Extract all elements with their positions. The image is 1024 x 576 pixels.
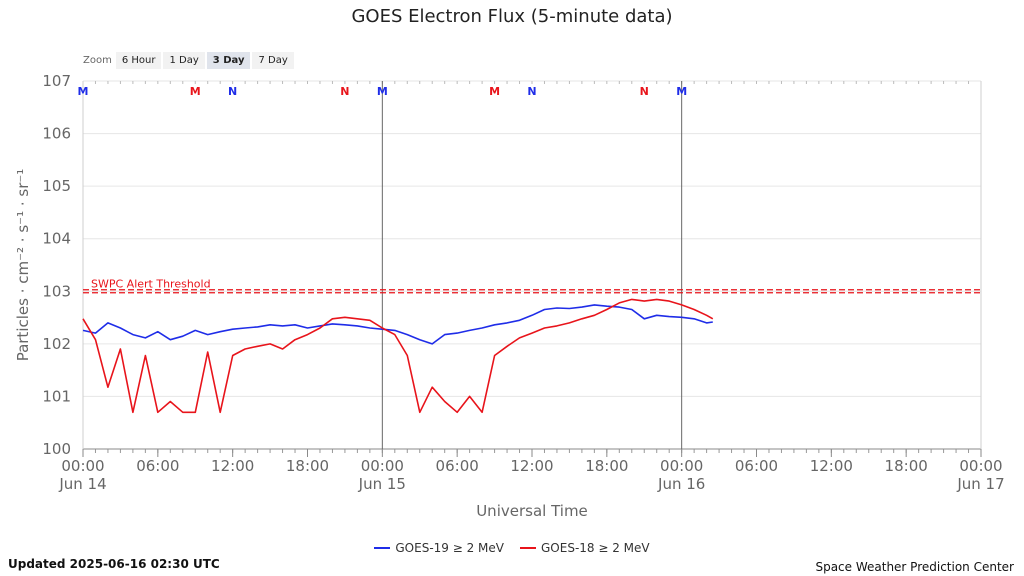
series-line-goes18 xyxy=(82,298,714,414)
x-tick-label: 18:00 xyxy=(286,457,329,475)
credit-text: Space Weather Prediction Center xyxy=(815,560,1014,574)
marker-label: N xyxy=(340,85,349,98)
y-tick-exponent: 6 xyxy=(61,125,71,143)
x-tick-label: 12:00 xyxy=(510,457,553,475)
marker-label: N xyxy=(228,85,237,98)
y-axis-title: Particles · cm⁻² · s⁻¹ · sr⁻¹ xyxy=(14,169,32,362)
y-tick-base: 10 xyxy=(42,387,61,405)
zoom-1-day-button[interactable]: 1 Day xyxy=(163,51,205,69)
y-tick-label: 100 xyxy=(42,440,71,458)
x-tick-date-label: Jun 15 xyxy=(358,475,406,493)
marker-label: M xyxy=(78,85,89,98)
legend-item-goes19[interactable]: GOES-19 ≥ 2 MeV xyxy=(374,541,504,555)
y-tick-base: 10 xyxy=(42,177,61,195)
marker-label: M xyxy=(489,85,500,98)
marker-label: M xyxy=(190,85,201,98)
y-tick-base: 10 xyxy=(42,230,61,248)
y-tick-label: 103 xyxy=(42,282,71,300)
x-tick-label: 12:00 xyxy=(810,457,853,475)
y-tick-base: 10 xyxy=(42,282,61,300)
y-tick-label: 102 xyxy=(42,335,71,353)
legend-swatch-goes19 xyxy=(374,547,391,549)
zoom-7-day-button[interactable]: 7 Day xyxy=(252,51,294,69)
zoom-3-day-button[interactable]: 3 Day xyxy=(206,51,251,69)
y-tick-exponent: 2 xyxy=(61,335,71,353)
x-tick-date-label: Jun 14 xyxy=(58,475,106,493)
y-tick-exponent: 7 xyxy=(61,72,71,90)
y-tick-base: 10 xyxy=(42,72,61,90)
legend-label-goes18: GOES-18 ≥ 2 MeV xyxy=(541,541,650,555)
y-tick-label: 106 xyxy=(42,125,71,143)
x-axis-title: Universal Time xyxy=(476,502,588,520)
zoom-6-hour-button[interactable]: 6 Hour xyxy=(115,51,162,69)
marker-label: M xyxy=(377,85,388,98)
x-tick-date-label: Jun 16 xyxy=(657,475,705,493)
chart-legend: GOES-19 ≥ 2 MeV GOES-18 ≥ 2 MeV xyxy=(0,541,1024,555)
marker-label: N xyxy=(527,85,536,98)
y-tick-base: 10 xyxy=(42,125,61,143)
x-tick-date-label: Jun 17 xyxy=(956,475,1004,493)
zoom-label: Zoom xyxy=(83,54,112,66)
y-tick-exponent: 3 xyxy=(61,282,71,300)
y-tick-exponent: 0 xyxy=(61,440,71,458)
x-tick-label: 00:00 xyxy=(61,457,104,475)
plot-area xyxy=(83,81,981,449)
marker-label: N xyxy=(640,85,649,98)
x-tick-label: 18:00 xyxy=(585,457,628,475)
chart-title: GOES Electron Flux (5-minute data) xyxy=(351,6,673,27)
y-tick-base: 10 xyxy=(42,335,61,353)
y-tick-exponent: 5 xyxy=(61,177,71,195)
y-tick-base: 10 xyxy=(42,440,61,458)
x-tick-label: 18:00 xyxy=(885,457,928,475)
legend-swatch-goes18 xyxy=(520,547,536,549)
y-tick-label: 105 xyxy=(42,177,71,195)
x-tick-label: 00:00 xyxy=(959,457,1002,475)
legend-item-goes18[interactable]: GOES-18 ≥ 2 MeV xyxy=(520,541,650,555)
x-tick-label: 00:00 xyxy=(660,457,703,475)
x-tick-label: 06:00 xyxy=(136,457,179,475)
x-tick-label: 12:00 xyxy=(211,457,254,475)
y-tick-label: 101 xyxy=(42,387,71,405)
y-tick-label: 104 xyxy=(42,230,71,248)
marker-label: M xyxy=(676,85,687,98)
y-tick-exponent: 1 xyxy=(61,387,71,405)
threshold-label: SWPC Alert Threshold xyxy=(91,277,211,290)
x-tick-label: 06:00 xyxy=(735,457,778,475)
y-tick-exponent: 4 xyxy=(61,230,71,248)
x-tick-label: 00:00 xyxy=(361,457,404,475)
legend-label-goes19: GOES-19 ≥ 2 MeV xyxy=(395,541,504,555)
zoom-controls: Zoom 6 Hour 1 Day 3 Day 7 Day xyxy=(83,51,296,69)
updated-timestamp: Updated 2025-06-16 02:30 UTC xyxy=(8,557,220,571)
x-tick-label: 06:00 xyxy=(436,457,479,475)
y-tick-label: 107 xyxy=(42,72,71,90)
